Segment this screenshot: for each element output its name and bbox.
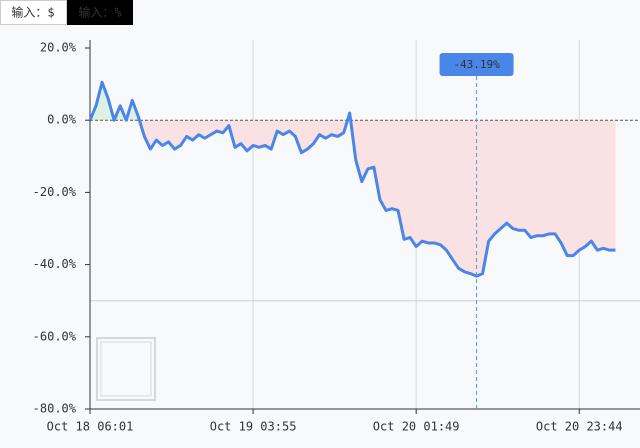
x-tick-label: Oct 19 03:55 xyxy=(210,420,297,434)
toggle-group: 输入：$ 输入：% xyxy=(0,0,133,25)
tooltip-box xyxy=(439,53,514,76)
tooltip-label: -43.19% xyxy=(453,58,500,71)
watermark xyxy=(96,337,156,401)
y-tick-label: 0.0% xyxy=(47,113,77,127)
data-line xyxy=(88,80,616,278)
toggle-dollar-bg[interactable] xyxy=(0,0,67,25)
y-tick-label: -80.0% xyxy=(33,402,77,416)
toggle-percent-bg[interactable] xyxy=(67,0,133,25)
y-tick-label: -60.0% xyxy=(33,329,77,343)
x-tick-label: Oct 20 01:49 xyxy=(373,420,460,434)
x-tick-label: Oct 18 06:01 xyxy=(47,420,134,434)
y-tick-label: -40.0% xyxy=(33,257,77,271)
toggle-option[interactable]: 输入：$ xyxy=(11,5,54,20)
area-negative xyxy=(90,120,616,277)
x-tick-label: Oct 20 23:44 xyxy=(536,420,623,434)
toggle-option[interactable]: 输入：% xyxy=(78,5,122,20)
y-tick-label: 20.0% xyxy=(40,41,77,55)
y-tick-label: -20.0% xyxy=(33,185,77,199)
